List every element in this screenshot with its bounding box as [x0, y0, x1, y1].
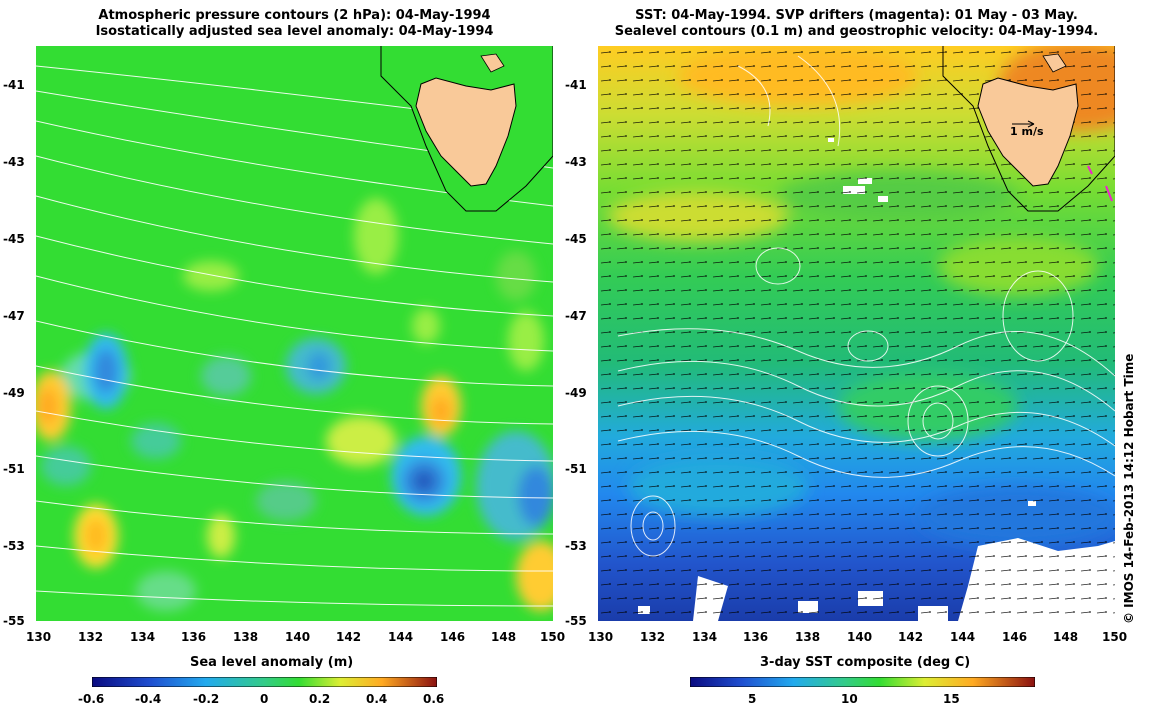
right-title: SST: 04-May-1994. SVP drifters (magenta)…: [598, 8, 1115, 40]
cb-tick: 0.4: [366, 692, 388, 706]
velocity-scale-label: 1 m/s: [1010, 125, 1044, 138]
left-colorbar-title: Sea level anomaly (m): [190, 655, 354, 670]
sst-map: 1 m/s: [598, 46, 1115, 621]
tasmania-land-sst: [942, 46, 1115, 212]
lat-tick: -47: [565, 309, 587, 323]
left-title: Atmospheric pressure contours (2 hPa): 0…: [36, 8, 553, 40]
cb-tick: 0: [260, 692, 269, 706]
lat-tick: -43: [3, 155, 25, 169]
lat-tick: -45: [565, 232, 587, 246]
lat-tick: -49: [3, 386, 25, 400]
lon-tick: 130: [26, 630, 52, 644]
lon-tick: 144: [388, 630, 414, 644]
cb-tick: 5: [748, 692, 757, 706]
lat-tick: -43: [565, 155, 587, 169]
left-colorbar: [92, 677, 437, 687]
lon-tick: 140: [285, 630, 311, 644]
lat-tick: -53: [565, 539, 587, 553]
cb-tick: -0.2: [193, 692, 220, 706]
cb-tick: 10: [841, 692, 858, 706]
lon-tick: 142: [336, 630, 362, 644]
imos-credit: © IMOS 14-Feb-2013 14:12 Hobart Time: [1122, 353, 1136, 624]
lat-tick: -55: [3, 614, 25, 628]
lon-tick: 150: [1102, 630, 1128, 644]
cb-tick: 0.6: [423, 692, 445, 706]
lon-tick: 132: [640, 630, 666, 644]
lon-tick: 130: [588, 630, 614, 644]
lon-tick: 136: [743, 630, 769, 644]
lat-tick: -49: [565, 386, 587, 400]
left-title-line2: Isostatically adjusted sea level anomaly…: [95, 24, 494, 39]
tasmania-land: [380, 46, 553, 212]
sea-level-anomaly-map: [36, 46, 553, 621]
cb-tick: -0.4: [135, 692, 162, 706]
velocity-scale-arrow: [1012, 120, 1035, 128]
lon-tick: 136: [181, 630, 207, 644]
lon-tick: 138: [795, 630, 821, 644]
lat-tick: -47: [3, 309, 25, 323]
lon-tick: 134: [692, 630, 718, 644]
lat-tick: -51: [3, 462, 25, 476]
lon-tick: 140: [847, 630, 873, 644]
lat-tick: -41: [3, 78, 25, 92]
lon-tick: 132: [78, 630, 104, 644]
lat-tick: -55: [565, 614, 587, 628]
cb-tick: 15: [943, 692, 960, 706]
lat-tick: -53: [3, 539, 25, 553]
lon-tick: 134: [130, 630, 156, 644]
lat-tick: -41: [565, 78, 587, 92]
lon-tick: 148: [491, 630, 517, 644]
lon-tick: 144: [950, 630, 976, 644]
lon-tick: 148: [1053, 630, 1079, 644]
cb-tick: -0.6: [78, 692, 105, 706]
lon-tick: 138: [233, 630, 259, 644]
lat-tick: -51: [565, 462, 587, 476]
lat-tick: -45: [3, 232, 25, 246]
cb-tick: 0.2: [309, 692, 331, 706]
lon-tick: 146: [440, 630, 466, 644]
lon-tick: 150: [540, 630, 566, 644]
lon-tick: 142: [898, 630, 924, 644]
right-colorbar: [690, 677, 1035, 687]
right-colorbar-title: 3-day SST composite (deg C): [760, 655, 971, 670]
lon-tick: 146: [1002, 630, 1028, 644]
right-title-line1: SST: 04-May-1994. SVP drifters (magenta)…: [635, 8, 1078, 23]
left-title-line1: Atmospheric pressure contours (2 hPa): 0…: [98, 8, 491, 23]
right-title-line2: Sealevel contours (0.1 m) and geostrophi…: [614, 24, 1099, 39]
